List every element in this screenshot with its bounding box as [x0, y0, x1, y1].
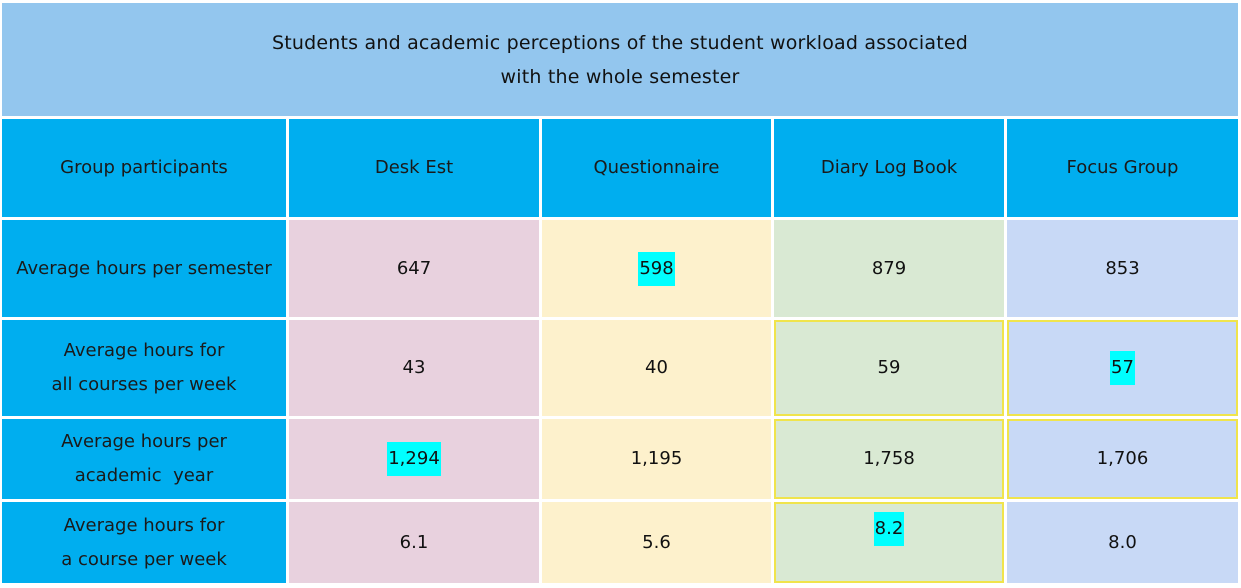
cell-value: 879: [871, 257, 907, 279]
cell-allweek-questionnaire: 40: [542, 320, 771, 416]
row-label-line-1: Average hours for: [63, 340, 225, 361]
table-title: Students and academic perceptions of the…: [2, 3, 1238, 116]
cell-value: 43: [402, 357, 426, 378]
cell-allweek-desk-est: 43: [289, 320, 539, 416]
title-line-1: Students and academic perceptions of the…: [271, 31, 969, 54]
cell-courseweek-desk-est: 6.1: [289, 502, 539, 583]
cell-year-questionnaire: 1,195: [542, 419, 771, 499]
workload-table: Students and academic perceptions of the…: [2, 3, 1238, 585]
header-focus-group: Focus Group: [1007, 119, 1238, 217]
row-label-hours-course-week: Average hours for a course per week: [2, 502, 286, 583]
cell-value: 1,758: [863, 448, 915, 469]
row-label-hours-all-courses-week: Average hours for all courses per week: [2, 320, 286, 416]
cell-value: 6.1: [399, 531, 429, 553]
cell-value: 1,195: [630, 448, 683, 469]
cell-value: 59: [877, 357, 901, 378]
row-label-line-2: academic year: [74, 465, 214, 486]
title-line-2: with the whole semester: [500, 65, 740, 88]
row-label-hours-academic-year: Average hours per academic year: [2, 419, 286, 499]
header-questionnaire: Questionnaire: [542, 119, 771, 217]
cell-allweek-focus: 57: [1007, 320, 1238, 416]
row-label-line-1: Average hours per: [61, 431, 227, 452]
cell-value: 8.0: [1108, 531, 1137, 553]
cell-courseweek-questionnaire: 5.6: [542, 502, 771, 583]
cell-value-highlighted: 8.2: [873, 512, 905, 546]
row-label-line-2: all courses per week: [51, 374, 237, 395]
cell-value-highlighted: 57: [1110, 351, 1135, 385]
cell-semester-questionnaire: 598: [542, 220, 771, 317]
cell-year-desk-est: 1,294: [289, 419, 539, 499]
cell-allweek-diary: 59: [774, 320, 1004, 416]
cell-value: 1,706: [1096, 448, 1149, 469]
cell-year-diary: 1,758: [774, 419, 1004, 499]
cell-semester-desk-est: 647: [289, 220, 539, 317]
cell-courseweek-focus: 8.0: [1007, 502, 1238, 583]
row-label-text: Average hours per semester: [16, 257, 272, 279]
cell-value: 647: [396, 257, 432, 279]
row-label-hours-per-semester: Average hours per semester: [2, 220, 286, 317]
cell-courseweek-diary: 8.2: [774, 502, 1004, 583]
cell-value-highlighted: 1,294: [387, 442, 441, 476]
cell-semester-diary: 879: [774, 220, 1004, 317]
cell-year-focus: 1,706: [1007, 419, 1238, 499]
cell-value: 853: [1105, 257, 1140, 279]
header-desk-est: Desk Est: [289, 119, 539, 217]
cell-semester-focus: 853: [1007, 220, 1238, 317]
row-label-line-1: Average hours for: [63, 514, 225, 536]
header-group-participants: Group participants: [2, 119, 286, 217]
header-diary-log-book: Diary Log Book: [774, 119, 1004, 217]
table-grid: Group participants Desk Est Questionnair…: [2, 119, 1238, 585]
cell-value-highlighted: 598: [638, 251, 675, 286]
cell-value: 5.6: [642, 531, 671, 553]
row-label-line-2: a course per week: [61, 548, 227, 570]
cell-value: 40: [645, 357, 668, 378]
